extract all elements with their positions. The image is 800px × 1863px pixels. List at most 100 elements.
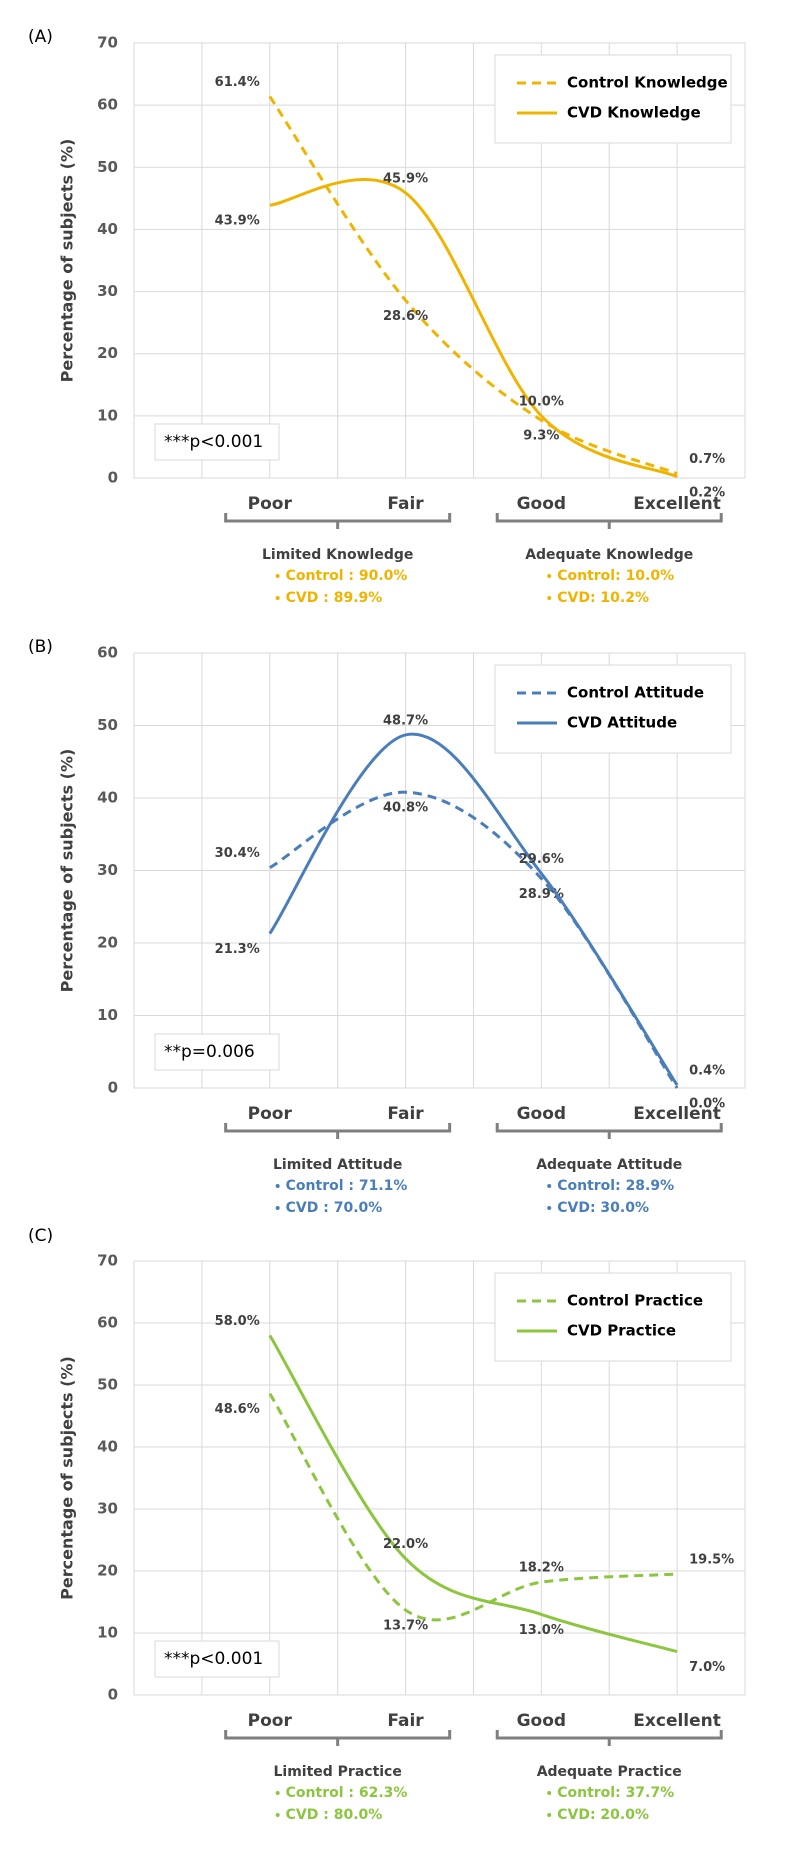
group-item: CVD : 80.0%	[286, 1807, 383, 1823]
legend-label: CVD Attitude	[567, 714, 677, 732]
group-label: Limited Attitude	[273, 1157, 402, 1173]
group-label: Adequate Knowledge	[525, 547, 693, 563]
y-tick-label: 30	[97, 1500, 118, 1518]
x-tick-label: Fair	[387, 1711, 424, 1731]
bullet	[275, 1791, 280, 1795]
value-label: 61.4%	[215, 75, 260, 90]
annotation: **p=0.006	[164, 1042, 255, 1062]
value-label: 28.6%	[383, 309, 428, 324]
value-label: 19.5%	[689, 1553, 734, 1568]
y-tick-label: 40	[97, 1438, 118, 1456]
bullet	[547, 596, 552, 600]
y-tick-label: 50	[97, 158, 118, 176]
value-label: 58.0%	[215, 1314, 260, 1329]
series-line	[268, 95, 678, 476]
legend-box	[494, 664, 732, 754]
group-bracket	[224, 1730, 452, 1746]
series-line	[269, 178, 678, 479]
bullet	[547, 1813, 552, 1817]
annotation: ***p<0.001	[164, 432, 263, 452]
group-item: CVD : 89.9%	[286, 590, 383, 606]
x-tick-label: Excellent	[633, 494, 721, 514]
group-bracket	[224, 513, 452, 529]
y-tick-label: 20	[97, 934, 118, 952]
group-bracket	[495, 513, 723, 529]
y-tick-label: 60	[97, 96, 118, 114]
y-tick-label: 10	[97, 1006, 118, 1024]
panel-label: (B)	[28, 637, 53, 657]
y-tick-label: 10	[97, 1624, 118, 1642]
y-axis-label: Percentage of subjects (%)	[58, 139, 77, 383]
y-tick-label: 60	[97, 644, 118, 662]
y-tick-label: 40	[97, 220, 118, 238]
series-line	[268, 1392, 678, 1622]
bullet	[275, 1813, 280, 1817]
group-item: CVD : 70.0%	[286, 1200, 383, 1216]
value-label: 22.0%	[383, 1537, 428, 1552]
x-tick-label: Fair	[387, 494, 424, 514]
legend-label: Control Practice	[567, 1292, 703, 1310]
group-item: CVD: 20.0%	[557, 1807, 649, 1823]
panel-label: (A)	[28, 27, 53, 47]
series-line	[268, 1334, 678, 1654]
x-tick-label: Poor	[248, 1104, 293, 1124]
value-label: 30.4%	[215, 846, 260, 861]
value-label: 13.0%	[519, 1623, 564, 1638]
value-label: 0.0%	[689, 1097, 725, 1112]
x-tick-label: Poor	[248, 494, 293, 514]
y-tick-label: 0	[108, 469, 118, 487]
bullet	[547, 1184, 552, 1188]
y-axis-label: Percentage of subjects (%)	[58, 749, 77, 993]
x-tick-label: Excellent	[633, 1711, 721, 1731]
legend-label: Control Knowledge	[567, 74, 728, 92]
group-item: Control: 10.0%	[557, 568, 674, 584]
y-tick-label: 70	[97, 1252, 118, 1270]
series-line	[268, 732, 679, 1086]
bullet	[275, 596, 280, 600]
legend-label: CVD Practice	[567, 1322, 676, 1340]
group-label: Adequate Practice	[537, 1764, 682, 1780]
group-item: Control : 62.3%	[286, 1785, 408, 1801]
value-label: 0.7%	[689, 452, 725, 467]
bullet	[547, 574, 552, 578]
value-label: 48.6%	[215, 1402, 260, 1417]
group-item: Control: 28.9%	[557, 1178, 674, 1194]
panel-label: (C)	[28, 1226, 53, 1246]
legend-box	[494, 54, 732, 144]
y-tick-label: 0	[108, 1686, 118, 1704]
value-label: 10.0%	[519, 394, 564, 409]
y-tick-label: 0	[108, 1079, 118, 1097]
y-tick-label: 60	[97, 1314, 118, 1332]
y-tick-label: 10	[97, 406, 118, 424]
legend-box	[494, 1272, 732, 1362]
bullet	[275, 1206, 280, 1210]
annotation-box	[154, 423, 280, 461]
group-item: CVD: 10.2%	[557, 590, 649, 606]
group-item: Control : 90.0%	[286, 568, 408, 584]
value-label: 0.2%	[689, 485, 725, 500]
y-tick-label: 40	[97, 789, 118, 807]
x-tick-label: Poor	[248, 1711, 293, 1731]
value-label: 21.3%	[215, 942, 260, 957]
bullet	[275, 1184, 280, 1188]
x-tick-label: Good	[517, 1104, 566, 1124]
bullet	[275, 574, 280, 578]
group-item: CVD: 30.0%	[557, 1200, 649, 1216]
group-label: Adequate Attitude	[536, 1157, 682, 1173]
value-label: 48.7%	[383, 713, 428, 728]
group-bracket	[495, 1123, 723, 1139]
group-bracket	[495, 1730, 723, 1746]
y-tick-label: 70	[97, 34, 118, 52]
x-tick-label: Excellent	[633, 1104, 721, 1124]
bullet	[547, 1791, 552, 1795]
x-tick-label: Good	[517, 1711, 566, 1731]
value-label: 9.3%	[523, 429, 559, 444]
group-bracket	[224, 1123, 452, 1139]
value-label: 29.6%	[519, 852, 564, 867]
y-tick-label: 50	[97, 716, 118, 734]
annotation-box	[154, 1640, 280, 1678]
legend-label: CVD Knowledge	[567, 104, 701, 122]
annotation: ***p<0.001	[164, 1649, 263, 1669]
x-tick-label: Good	[517, 494, 566, 514]
